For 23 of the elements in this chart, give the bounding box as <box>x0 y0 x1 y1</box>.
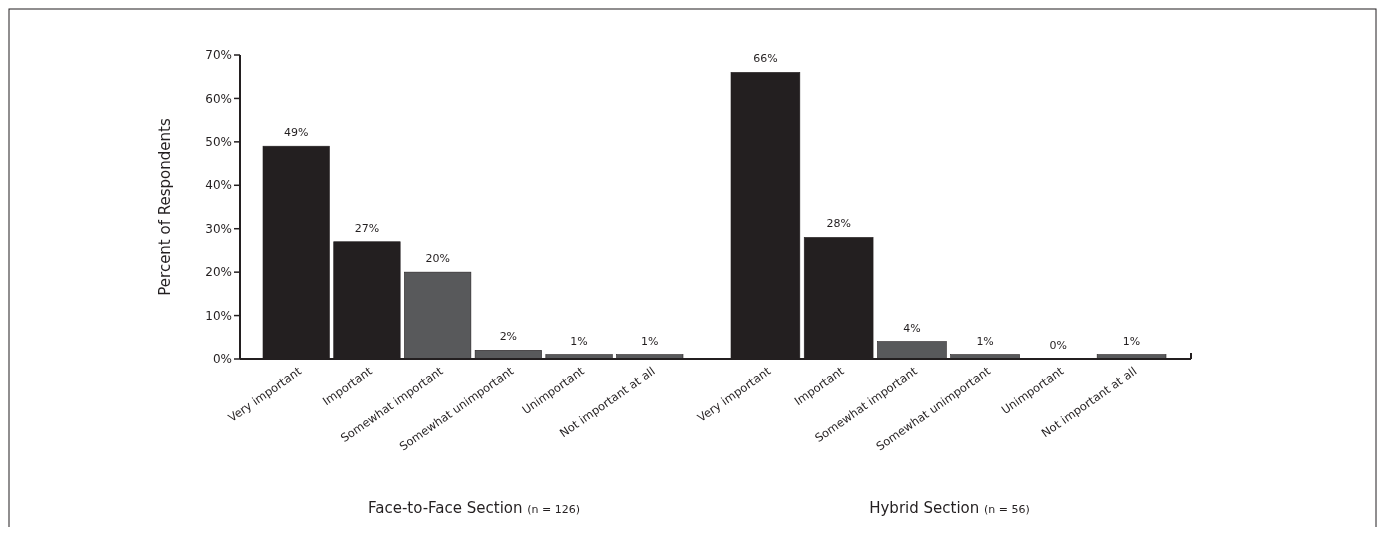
data-label: 66% <box>753 52 778 66</box>
y-tick-label: 30% <box>205 221 232 236</box>
data-label: 1% <box>1122 334 1141 348</box>
y-tick-label: 10% <box>205 308 232 323</box>
data-label: 20% <box>425 252 450 266</box>
y-tick-label: 60% <box>205 91 232 106</box>
data-label: 2% <box>499 330 518 344</box>
data-label: 0% <box>1049 339 1068 352</box>
y-tick-label: 50% <box>205 135 232 150</box>
x-axis-title: Hybrid Section (n = 56) <box>869 499 1030 517</box>
data-label: 27% <box>354 221 380 235</box>
data-label: 1% <box>976 334 994 348</box>
y-tick-label: 70% <box>205 48 232 63</box>
y-tick-label: 20% <box>205 265 232 280</box>
x-axis-title: Face-to-Face Section (n = 126) <box>367 499 581 517</box>
y-tick-label: 40% <box>205 178 232 193</box>
data-label: 4% <box>903 321 921 335</box>
data-label: 1% <box>641 334 659 348</box>
data-label: 28% <box>826 217 851 231</box>
data-label: 49% <box>284 126 309 140</box>
data-label: 1% <box>570 334 588 348</box>
y-tick-label: 0% <box>212 352 232 367</box>
y-axis-title: Percent of Respondents <box>156 118 174 296</box>
